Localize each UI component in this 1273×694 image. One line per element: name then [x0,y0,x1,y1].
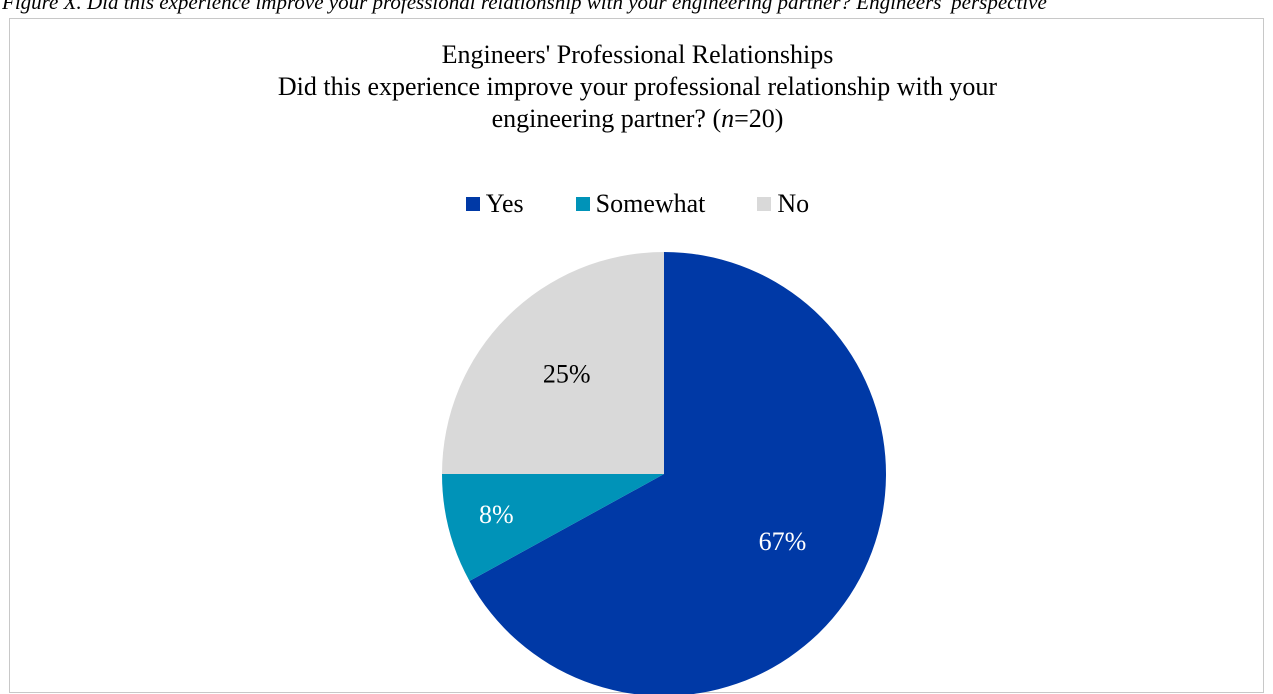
data-label-somewhat: 8% [479,500,514,529]
pie-slice-no [442,252,664,474]
pie-slice-yes [469,252,886,694]
legend-item-no: No [757,189,809,219]
pie-slice-somewhat [442,474,664,581]
legend-swatch-no [757,197,772,211]
legend-swatch-yes [465,197,480,211]
subtitle-n-value: =20) [734,104,784,133]
legend-label-somewhat: Somewhat [595,189,706,218]
subtitle-n: n [721,104,735,133]
data-label-yes: 67% [759,527,807,556]
legend-swatch-somewhat [575,197,590,211]
pie-chart: 67% 8% 25% [442,252,886,694]
legend-item-yes: Yes [465,189,524,219]
legend: Yes Somewhat No [10,189,1265,219]
legend-label-yes: Yes [485,189,524,218]
chart-title-line: Engineers' Professional Relationships [441,40,834,69]
chart-subtitle-line-2: engineering partner? (n=20) [10,103,1265,135]
legend-item-somewhat: Somewhat [575,189,706,219]
chart-subtitle-line-1: Did this experience improve your profess… [277,72,998,101]
legend-label-no: No [777,189,810,218]
data-label-no: 25% [543,360,591,389]
figure-caption: Figure X. Did this experience improve yo… [2,0,1047,14]
chart-title: Engineers' Professional Relationships Di… [10,39,1265,135]
subtitle-text: engineering partner? ( [491,104,722,133]
chart-frame: Engineers' Professional Relationships Di… [9,18,1265,694]
